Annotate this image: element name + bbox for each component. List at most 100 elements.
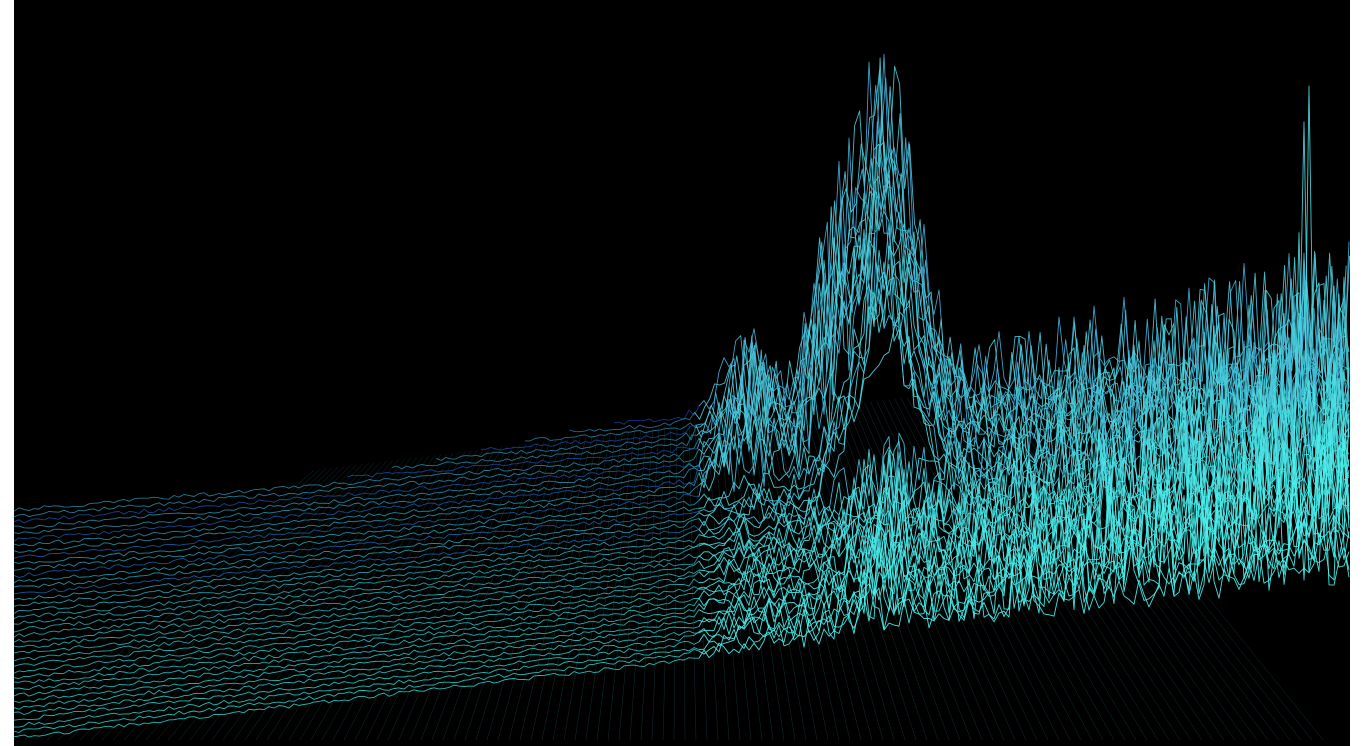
wireframe-column [552, 433, 611, 741]
wireframe-column [930, 394, 1137, 741]
wireframe-column [870, 401, 1027, 741]
wireframe-column [743, 417, 796, 741]
waterfall-scene [14, 0, 1350, 746]
wireframe-column [688, 424, 697, 741]
wireframe-peak [698, 53, 1350, 415]
wireframe-column [321, 449, 484, 741]
wireframe-column [719, 420, 752, 741]
wireframe-peak [698, 459, 1350, 659]
wireframe-column [475, 438, 569, 741]
wireframe-mesh [14, 53, 1350, 741]
wireframe-column [767, 414, 840, 741]
wireframe-column [713, 421, 741, 741]
wireframe-column [200, 457, 418, 741]
wireframe-column [779, 412, 862, 741]
wireframe-column [749, 416, 807, 741]
wireframe-column [737, 418, 785, 741]
wireframe-column [387, 444, 520, 741]
wireframe-column [700, 422, 719, 741]
wireframe-column [266, 452, 454, 741]
wireframe-column [189, 457, 411, 741]
wireframe-column [640, 427, 660, 741]
wireframe-column [773, 413, 851, 741]
wireframe-column [797, 410, 895, 741]
wireframe-peak [698, 350, 1350, 531]
wireframe-column [101, 463, 363, 741]
wireframe-column [365, 446, 508, 741]
wireframe-column [574, 432, 623, 741]
wireframe-column [288, 451, 466, 741]
wireframe-column [882, 400, 1049, 741]
wireframe-column [1021, 383, 1302, 741]
wireframe-column [442, 441, 551, 741]
wireframe-peak [695, 77, 1347, 435]
wireframe-column [354, 446, 502, 741]
wireframe-column [761, 415, 829, 741]
wireframe-column [244, 454, 442, 741]
wireframe-column [299, 450, 472, 741]
wireframe-column [707, 421, 730, 741]
wireframe-column [530, 435, 599, 741]
wireframe-column [222, 455, 430, 741]
wireframe-column [785, 412, 873, 741]
wireframe-column [918, 395, 1115, 741]
wireframe-column [431, 441, 545, 741]
wireframe-column [985, 387, 1236, 741]
wireframe-column [997, 386, 1258, 741]
wireframe-column [815, 408, 928, 741]
wireframe-column [894, 398, 1071, 741]
wireframe-column [961, 390, 1192, 741]
wireframe-column [725, 419, 763, 741]
wireframe-column [255, 453, 448, 741]
wireframe-column [936, 393, 1148, 741]
wireframe-column [991, 386, 1247, 741]
wireframe-column [924, 395, 1126, 741]
wireframe-column [167, 459, 399, 741]
wireframe-peak [698, 175, 1350, 475]
wireframe-column [420, 442, 539, 741]
wireframe-column [211, 456, 424, 741]
wireframe-column [834, 406, 961, 741]
wireframe-column [942, 392, 1159, 741]
wireframe-column [694, 423, 708, 741]
wireframe-column [731, 418, 774, 741]
wireframe-column [277, 452, 460, 741]
wireframe-column [809, 409, 917, 741]
wireframe-column [24, 469, 321, 741]
wireframe-column [912, 396, 1104, 741]
wireframe-column [497, 437, 581, 741]
wireframe-column [1027, 382, 1313, 741]
wireframe-peak [698, 374, 1350, 569]
wireframe-column [1003, 385, 1269, 741]
wireframe-column [618, 429, 647, 741]
wireframe-column [846, 404, 983, 741]
wireframe-peak [698, 453, 1350, 634]
wireframe-peak [698, 378, 1350, 549]
wireframe-peak [695, 57, 1346, 428]
wireframe-column [864, 402, 1016, 741]
wireframe-column [979, 388, 1225, 741]
wireframe-column [409, 443, 533, 741]
wireframe-column [585, 431, 629, 741]
wireframe-column [906, 397, 1093, 741]
wireframe-column [888, 399, 1060, 741]
wireframe-column [541, 434, 605, 741]
wireframe-column [79, 465, 351, 741]
wireframe-column [973, 389, 1214, 741]
wireframe-column [123, 462, 375, 741]
wireframe-column [596, 430, 635, 741]
wireframe-column [629, 428, 654, 741]
wireframe-column [35, 468, 327, 741]
wireframe-peak [698, 222, 1350, 497]
wireframe-peak [698, 85, 1350, 517]
wireframe-column [662, 426, 672, 741]
wireframe-column [57, 466, 339, 741]
wireframe-column [791, 411, 884, 741]
wireframe-peak [698, 238, 1350, 489]
wireframe-column [821, 407, 939, 741]
wireframe-column [310, 449, 478, 741]
wireframe-column [68, 466, 345, 741]
wireframe-column [967, 389, 1203, 741]
wireframe-column [145, 460, 387, 741]
wireframe-column [651, 427, 666, 741]
